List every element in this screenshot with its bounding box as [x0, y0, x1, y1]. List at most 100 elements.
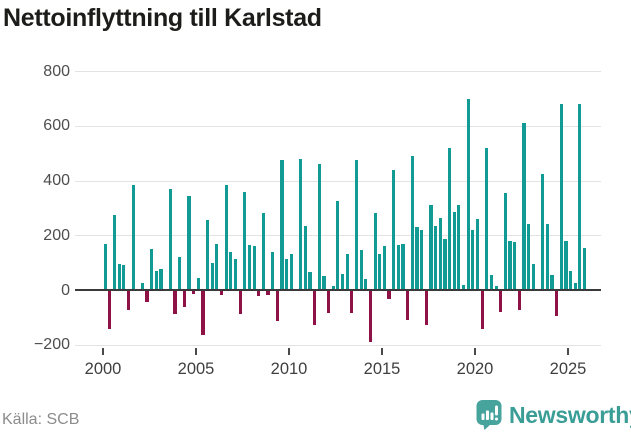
- bar: [215, 243, 219, 290]
- x-axis-tick: [474, 348, 476, 355]
- bar: [350, 291, 354, 313]
- bar: [117, 264, 121, 290]
- bar: [266, 291, 270, 296]
- bar: [271, 251, 275, 290]
- newsworthy-wordmark: Newsworthy: [509, 401, 631, 428]
- x-axis-tick-label: 2020: [456, 360, 494, 378]
- bar: [257, 291, 261, 297]
- bar: [229, 251, 233, 290]
- y-axis-tick-label: 400: [43, 172, 70, 190]
- bar: [555, 291, 559, 316]
- bar: [517, 291, 521, 311]
- source-note: Källa: SCB: [2, 411, 80, 428]
- newsworthy-brand-link[interactable]: Newsworthy: [476, 399, 631, 430]
- bar: [303, 225, 307, 290]
- bar: [443, 239, 447, 290]
- y-axis-tick-label: 200: [43, 226, 70, 244]
- bar: [573, 283, 577, 290]
- bar: [499, 291, 503, 312]
- bar: [331, 285, 335, 290]
- bar: [378, 254, 382, 290]
- bar: [569, 270, 573, 290]
- bar: [219, 291, 224, 296]
- chart-title: Nettoinflyttning till Karlstad: [3, 4, 322, 32]
- bar: [434, 225, 438, 290]
- bar: [340, 273, 345, 290]
- bar: [112, 214, 117, 290]
- x-axis-tick-label: 2005: [177, 360, 215, 378]
- bar: [108, 291, 112, 330]
- bar: [233, 258, 238, 290]
- bar: [382, 246, 387, 290]
- bar: [126, 291, 131, 311]
- x-axis-tick-label: 2015: [363, 360, 401, 378]
- bar: [243, 191, 247, 290]
- bar: [326, 291, 331, 313]
- bar: [178, 257, 182, 290]
- bar: [289, 254, 293, 290]
- bar: [475, 218, 480, 290]
- bar: [317, 164, 321, 290]
- bar: [387, 291, 391, 300]
- bar: [359, 250, 363, 290]
- x-axis-tick-label: 2000: [84, 360, 122, 378]
- bar: [457, 205, 461, 290]
- bar: [261, 213, 266, 290]
- bar: [424, 291, 428, 326]
- bar: [401, 243, 405, 290]
- bar: [559, 104, 563, 290]
- x-axis-tick: [567, 348, 569, 355]
- bar: [368, 291, 373, 342]
- bar: [308, 272, 312, 290]
- newsworthy-logo-icon: [476, 399, 502, 430]
- bar: [275, 291, 279, 322]
- bar: [192, 291, 196, 294]
- bar: [103, 243, 107, 290]
- bar: [224, 184, 228, 290]
- x-axis-tick-label: 2025: [549, 360, 587, 378]
- gridline: [75, 344, 601, 346]
- bar: [159, 269, 163, 290]
- bar: [131, 184, 135, 290]
- bar: [168, 188, 172, 290]
- bar: [415, 227, 419, 290]
- bar: [247, 244, 252, 290]
- bar: [154, 270, 158, 290]
- bar: [373, 213, 377, 290]
- bar: [252, 246, 256, 290]
- bar: [196, 277, 200, 290]
- y-axis-tick-label: −200: [33, 336, 70, 354]
- x-axis-tick: [102, 348, 104, 355]
- bar: [406, 291, 410, 320]
- x-axis-tick: [195, 348, 197, 355]
- bar: [564, 240, 568, 290]
- bar: [578, 104, 582, 290]
- bar: [438, 217, 442, 290]
- zero-line: [75, 289, 601, 291]
- bar: [527, 224, 531, 290]
- x-axis-tick-label: 2010: [270, 360, 308, 378]
- bar: [471, 229, 475, 290]
- bar: [210, 262, 214, 290]
- bar: [322, 276, 326, 290]
- bar: [494, 285, 498, 290]
- bar: [410, 155, 414, 290]
- bar: [145, 291, 149, 302]
- bar: [480, 291, 484, 330]
- bar: [364, 279, 368, 290]
- y-axis-tick-label: 0: [61, 281, 70, 299]
- bar: [205, 220, 210, 290]
- bar: [508, 240, 512, 290]
- x-axis-tick: [288, 348, 290, 355]
- bar: [550, 274, 554, 290]
- gridline: [75, 125, 601, 127]
- gridline: [75, 71, 601, 73]
- bar: [513, 242, 517, 290]
- bar: [420, 229, 424, 290]
- bar: [285, 258, 289, 290]
- bar: [541, 173, 545, 290]
- x-axis-tick: [381, 348, 383, 355]
- bar: [503, 192, 508, 290]
- bar: [447, 147, 452, 290]
